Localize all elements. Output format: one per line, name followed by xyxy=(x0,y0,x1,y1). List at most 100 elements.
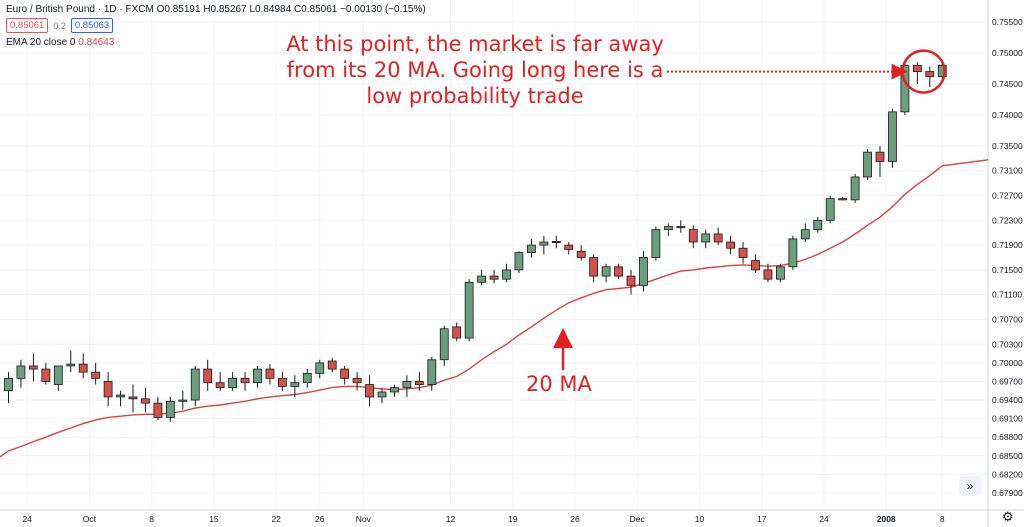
candle xyxy=(253,365,262,388)
time-tick-label: 26 xyxy=(570,514,580,524)
candle-body xyxy=(626,275,636,286)
candle xyxy=(153,396,163,420)
candle-body xyxy=(41,368,51,382)
candle xyxy=(402,375,412,397)
candle xyxy=(414,372,424,391)
ask-button[interactable]: 0.85063 xyxy=(70,18,114,33)
price-tick-label: 0.75500 xyxy=(992,17,1023,27)
candle xyxy=(16,359,26,388)
ema-20-line xyxy=(0,159,989,458)
price-tick-label: 0.70700 xyxy=(992,314,1023,324)
time-tick-label: Oct xyxy=(83,514,97,524)
time-tick-label: Dec xyxy=(630,514,646,524)
candle-body xyxy=(850,176,860,201)
candle xyxy=(863,149,872,181)
candle xyxy=(215,372,225,391)
candle xyxy=(937,62,947,81)
candle xyxy=(390,384,399,397)
candle xyxy=(352,372,362,391)
candle-body xyxy=(28,365,38,370)
price-tick-label: 0.72300 xyxy=(992,215,1023,225)
candle xyxy=(427,356,437,391)
candle-body xyxy=(576,250,586,258)
candle-body xyxy=(352,377,362,384)
candle xyxy=(738,242,748,264)
candle-body xyxy=(514,252,524,271)
candle xyxy=(365,375,374,407)
candle-body xyxy=(277,377,287,387)
candle-body xyxy=(265,368,275,379)
price-tick-label: 0.69400 xyxy=(992,395,1023,405)
double-chevron-right-icon[interactable]: » xyxy=(959,476,981,496)
candle xyxy=(838,196,848,201)
candle-body xyxy=(539,241,549,246)
candle xyxy=(663,223,673,236)
ema-label: EMA 20 close 0 xyxy=(6,37,76,48)
candle xyxy=(888,108,897,168)
time-axis[interactable]: 24 Oct 8 15 22 26 Nov 12 19 26 Dec 10 17 24 2008 8 xyxy=(22,514,944,524)
price-tick-label: 0.68200 xyxy=(992,469,1023,479)
candle xyxy=(228,372,238,391)
candle-body xyxy=(302,372,312,384)
candle-body xyxy=(178,399,188,402)
candle-body xyxy=(937,64,947,77)
candle-body xyxy=(240,377,250,384)
candle xyxy=(290,375,300,397)
candle-body xyxy=(290,382,300,387)
candle-body xyxy=(128,396,138,400)
time-tick-label: 2008 xyxy=(877,514,896,524)
candle-body xyxy=(502,269,511,280)
time-tick-label: 24 xyxy=(22,514,32,524)
candle-body xyxy=(16,365,26,379)
candle xyxy=(825,195,835,224)
price-tick-label: 0.71500 xyxy=(992,265,1023,275)
candle xyxy=(527,238,536,258)
candle-body xyxy=(66,363,76,367)
candle-body xyxy=(489,275,499,280)
candle-body xyxy=(726,241,735,249)
price-tick-label: 0.67900 xyxy=(992,488,1023,498)
time-tick-label: 24 xyxy=(819,514,829,524)
price-tick-label: 0.70300 xyxy=(992,339,1023,349)
candle xyxy=(676,220,686,233)
candle-body xyxy=(601,266,611,277)
time-tick-label: 19 xyxy=(508,514,518,524)
candle-body xyxy=(327,360,337,370)
candle xyxy=(265,364,275,385)
candle xyxy=(128,384,138,413)
indicator-legend[interactable]: EMA 20 close 0 0.84643 xyxy=(6,37,114,48)
candle xyxy=(701,229,711,249)
candle-body xyxy=(763,269,773,280)
candle xyxy=(190,365,200,407)
candle-body xyxy=(365,384,374,398)
candle xyxy=(713,227,723,246)
price-axis[interactable]: 0.75500 0.75000 0.74500 0.74000 0.73500 0.731… xyxy=(992,17,1023,498)
price-tick-label: 0.73500 xyxy=(992,141,1023,151)
candle xyxy=(776,263,785,283)
candle-body xyxy=(116,394,125,398)
candle xyxy=(203,359,213,391)
candle xyxy=(626,269,636,295)
ema-20-path xyxy=(0,159,989,458)
bid-button[interactable]: 0.85061 xyxy=(6,18,49,33)
time-tick-label: 12 xyxy=(446,514,456,524)
candle xyxy=(875,145,885,177)
candle xyxy=(315,359,325,379)
candle xyxy=(66,350,76,373)
symbol-header: Euro / British Pound · 1D · FXCM O0.8519… xyxy=(6,4,426,15)
candle xyxy=(788,235,798,270)
price-tick-label: 0.68800 xyxy=(992,432,1023,442)
candle-body xyxy=(53,365,63,385)
gear-icon[interactable]: ⚙ xyxy=(1002,509,1014,524)
time-tick-label: 8 xyxy=(149,514,154,524)
candle-body xyxy=(663,226,673,231)
candle-body xyxy=(813,219,823,231)
candle-body xyxy=(875,151,885,162)
annotation-main-text: At this point, the market is far away fr… xyxy=(286,32,664,108)
price-tick-label: 0.71100 xyxy=(992,290,1022,300)
candle xyxy=(327,357,337,373)
candle xyxy=(564,242,574,255)
candle-body xyxy=(103,381,113,398)
candle-body xyxy=(651,229,661,258)
